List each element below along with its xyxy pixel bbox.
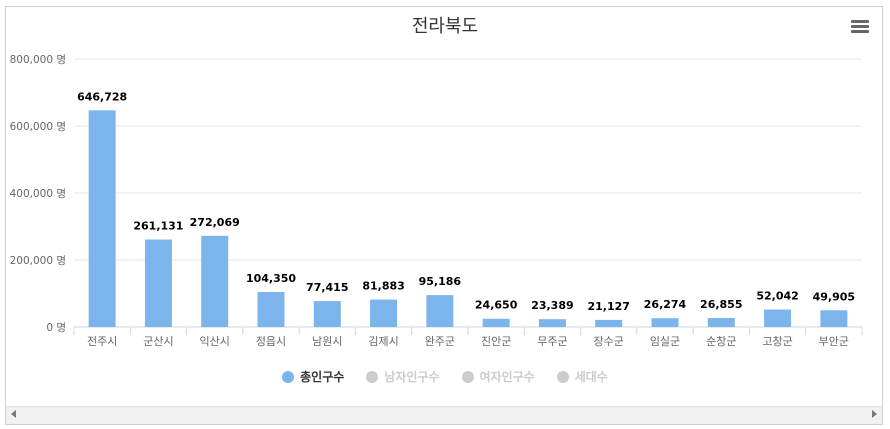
bar[interactable] [257,292,285,327]
legend-item[interactable]: 여자인구수 [461,368,535,385]
data-label: 21,127 [587,300,629,313]
x-tick-label: 고창군 [762,335,792,348]
y-tick-label: 200,000 명 [10,255,66,267]
bar[interactable] [820,310,848,327]
legend-dot-icon [282,370,295,383]
grid-lines [74,58,862,328]
data-labels: 646,728 261,131 272,069 104,350 77,415 81,883… [77,90,855,313]
legend-item[interactable]: 남자인구수 [366,368,440,385]
scroll-right-arrow-icon[interactable] [872,410,877,418]
legend-label: 세대수 [574,370,608,384]
data-label: 261,131 [133,220,183,233]
x-axis: 전주시 군산시 익산시 정읍시 남원시 김제시 완주군 진안군 무주군 장수군 임실군 순창군 고창군 부… [73,327,863,348]
bar[interactable] [426,295,454,327]
data-label: 52,042 [756,290,798,303]
legend-item[interactable]: 총인구수 [282,368,344,385]
x-tick-label: 무주군 [537,335,567,348]
data-label: 272,069 [190,216,240,229]
legend-item[interactable]: 세대수 [556,368,608,385]
legend-dot-icon [556,370,569,383]
x-tick-label: 전주시 [87,335,117,348]
x-tick-label: 군산시 [143,335,173,348]
y-tick-label: 600,000 명 [10,121,66,133]
bar[interactable] [707,318,735,327]
chart-container [5,6,883,425]
data-label: 104,350 [246,272,296,285]
x-tick-label: 정읍시 [256,335,286,348]
bar[interactable] [370,299,398,327]
x-tick-label: 남원시 [312,335,342,348]
data-label: 23,389 [531,299,573,312]
x-tick-label: 부안군 [819,335,849,348]
y-tick-label: 0 명 [46,322,66,334]
data-label: 26,855 [700,298,742,311]
bar[interactable] [313,301,341,327]
bar[interactable] [538,319,566,327]
data-label: 24,650 [475,299,518,312]
x-tick-label: 진안군 [481,335,511,348]
bar[interactable] [201,235,229,327]
data-label: 26,274 [644,298,687,311]
bar-series [88,110,848,327]
legend-label: 총인구수 [300,370,345,384]
x-tick-label: 익산시 [200,335,230,348]
horizontal-scrollbar[interactable] [6,406,882,424]
legend-label: 남자인구수 [384,370,440,384]
x-tick-label: 임실군 [650,335,680,348]
bar[interactable] [764,309,792,327]
y-axis: 0 명 200,000 명 400,000 명 600,000 명 800,000 명 [10,54,66,334]
legend-dot-icon [366,370,379,383]
y-tick-label: 800,000 명 [10,54,66,66]
data-label: 81,883 [362,280,404,293]
x-tick-label: 장수군 [594,335,624,348]
data-label: 77,415 [306,281,348,294]
bar[interactable] [144,239,172,327]
bar[interactable] [482,318,510,327]
scroll-left-arrow-icon[interactable] [11,410,16,418]
legend-dot-icon [461,370,474,383]
chart-title: 전라북도 [411,16,479,37]
legend: 총인구수 남자인구수 여자인구수 세대수 [0,368,890,385]
data-label: 49,905 [813,290,855,303]
data-label: 646,728 [77,90,127,103]
bar[interactable] [88,110,116,327]
data-label: 95,186 [419,275,462,288]
x-tick-label: 완주군 [425,335,455,348]
x-tick-label: 김제시 [368,335,398,348]
x-tick-label: 순창군 [706,335,736,348]
y-tick-label: 400,000 명 [10,188,66,200]
hamburger-menu-icon[interactable] [851,20,869,34]
bar[interactable] [595,319,623,327]
bar[interactable] [651,318,679,327]
legend-label: 여자인구수 [479,370,535,384]
